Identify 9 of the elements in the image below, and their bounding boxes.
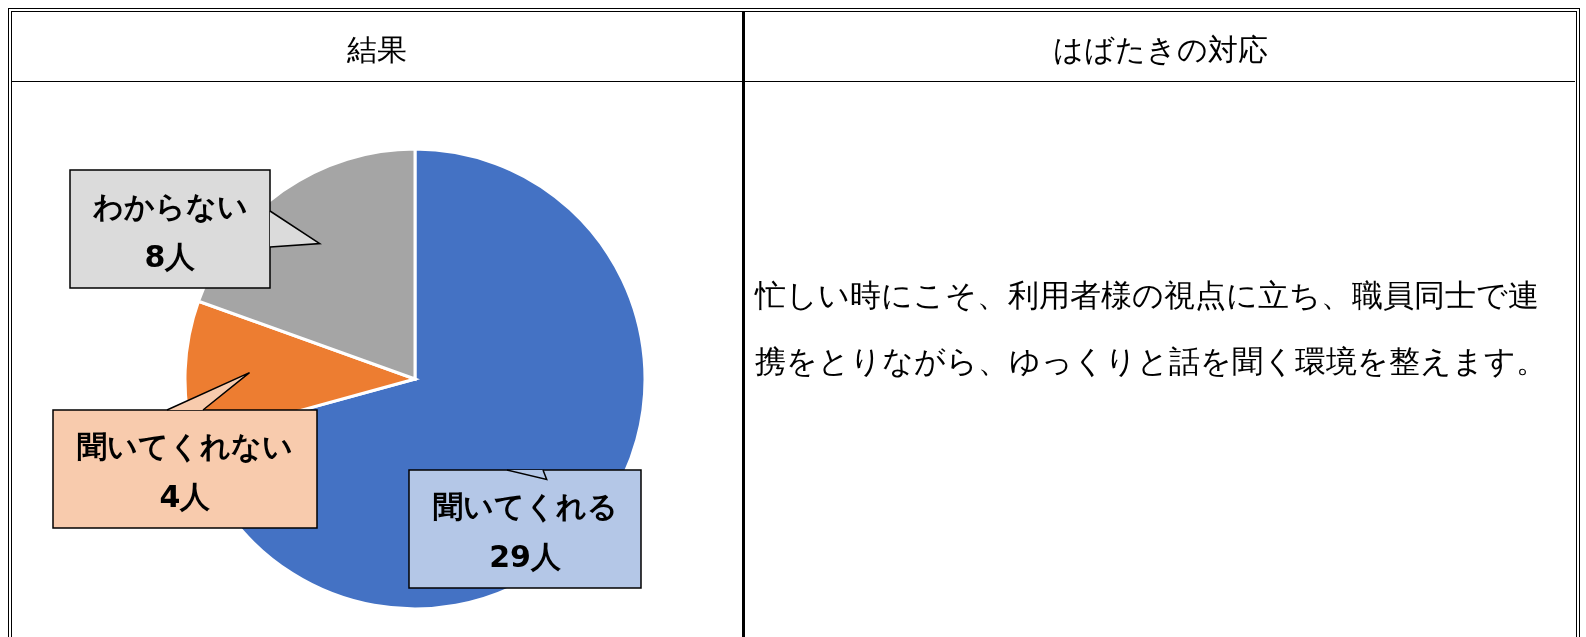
chart-title: 結果 (12, 12, 742, 82)
text: 忙しい時にこそ、利用者様の視点に立ち、職員同士で連携をとりながら、ゆっくりと話を聞く環境を整えます。 (755, 276, 1548, 381)
text: はばたきの対応 (745, 12, 1575, 82)
data-label: 8人 (144, 239, 197, 274)
data-label: 4人 (159, 479, 212, 514)
slice-label: 聞いてくれない (77, 429, 293, 464)
data-label: 29人 (489, 539, 562, 574)
slice-label: 聞いてくれる (432, 489, 618, 524)
slice-label: わからない (92, 189, 248, 224)
